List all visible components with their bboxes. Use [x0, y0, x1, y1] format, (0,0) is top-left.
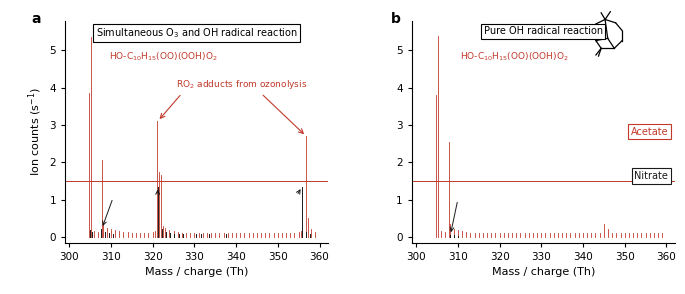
- Text: Simultaneous O$_3$ and OH radical reaction: Simultaneous O$_3$ and OH radical reacti…: [95, 26, 297, 40]
- X-axis label: Mass / charge (Th): Mass / charge (Th): [492, 267, 595, 277]
- Text: Acetate: Acetate: [630, 126, 668, 137]
- Text: b: b: [391, 12, 401, 26]
- X-axis label: Mass / charge (Th): Mass / charge (Th): [145, 267, 248, 277]
- Text: a: a: [31, 12, 40, 26]
- Text: HO-C$_{10}$H$_{15}$(OO)(OOH)O$_2$: HO-C$_{10}$H$_{15}$(OO)(OOH)O$_2$: [109, 51, 217, 64]
- Text: Nitrate: Nitrate: [634, 171, 668, 181]
- Text: Pure OH radical reaction: Pure OH radical reaction: [484, 26, 603, 36]
- Text: RO$_2$ adducts from ozonolysis: RO$_2$ adducts from ozonolysis: [175, 78, 307, 91]
- Text: HO-C$_{10}$H$_{15}$(OO)(OOH)O$_2$: HO-C$_{10}$H$_{15}$(OO)(OOH)O$_2$: [460, 51, 569, 64]
- Y-axis label: Ion counts (s$^{-1}$): Ion counts (s$^{-1}$): [26, 87, 44, 176]
